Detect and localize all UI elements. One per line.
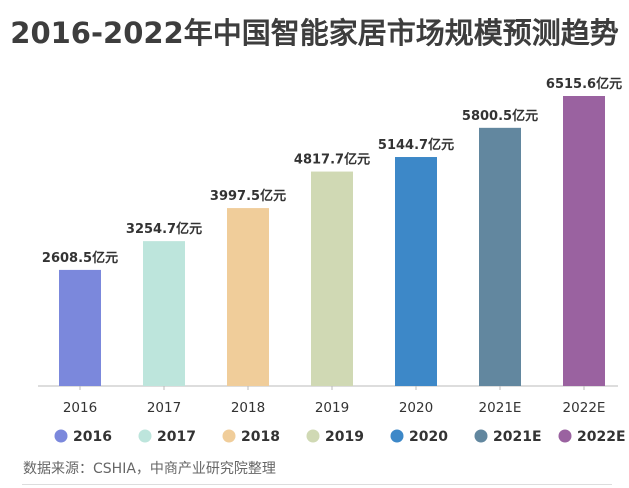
- x-tick-label: 2019: [315, 400, 349, 416]
- x-tick-label: 2018: [231, 400, 265, 416]
- chart-title: 2016-2022年中国智能家居市场规模预测趋势: [10, 16, 619, 50]
- legend-marker: [390, 429, 404, 443]
- x-tick-label: 2017: [147, 400, 181, 416]
- legend-item-2018[interactable]: 2018: [222, 429, 280, 445]
- bar-2016: [59, 269, 101, 386]
- legend-item-2020[interactable]: 2020: [390, 429, 449, 445]
- legend-marker: [54, 429, 68, 443]
- legend-label: 2020: [409, 429, 448, 445]
- data-label: 2608.5亿元: [42, 250, 118, 266]
- legend-label: 2018: [241, 429, 280, 445]
- legend-marker: [222, 429, 236, 443]
- bar-2017: [143, 241, 185, 386]
- legend-item-2019[interactable]: 2019: [306, 429, 364, 445]
- legend-marker: [474, 429, 488, 443]
- legend-item-2016[interactable]: 2016: [54, 429, 112, 445]
- bar-2022E: [563, 96, 605, 386]
- x-tick-label: 2020: [399, 400, 433, 416]
- bar-2019: [311, 171, 353, 386]
- data-label: 4817.7亿元: [294, 152, 370, 168]
- legend-marker: [306, 429, 320, 443]
- legend-label: 2019: [325, 429, 364, 445]
- x-tick-label: 2021E: [479, 400, 522, 416]
- legend-marker: [558, 429, 572, 443]
- legend-item-2022E[interactable]: 2022E: [558, 429, 626, 445]
- x-tick-label: 2022E: [563, 400, 606, 416]
- legend-label: 2021E: [493, 429, 542, 445]
- legend-label: 2022E: [577, 429, 626, 445]
- bar-2021E: [479, 127, 521, 387]
- data-label: 3254.7亿元: [126, 221, 202, 237]
- legend-item-2021E[interactable]: 2021E: [474, 429, 542, 445]
- data-source-note: 数据来源：CSHIA，中商产业研究院整理: [23, 461, 276, 477]
- data-label: 6515.6亿元: [546, 76, 622, 92]
- legend-item-2017[interactable]: 2017: [138, 429, 196, 445]
- x-tick-label: 2016: [63, 400, 97, 416]
- legend-label: 2016: [73, 429, 112, 445]
- data-label: 3997.5亿元: [210, 188, 286, 204]
- divider: [22, 484, 612, 485]
- data-label: 5144.7亿元: [378, 137, 454, 153]
- data-label: 5800.5亿元: [462, 108, 538, 124]
- bar-2018: [227, 208, 269, 386]
- bar-2020: [395, 157, 437, 386]
- legend-label: 2017: [157, 429, 196, 445]
- legend-marker: [138, 429, 152, 443]
